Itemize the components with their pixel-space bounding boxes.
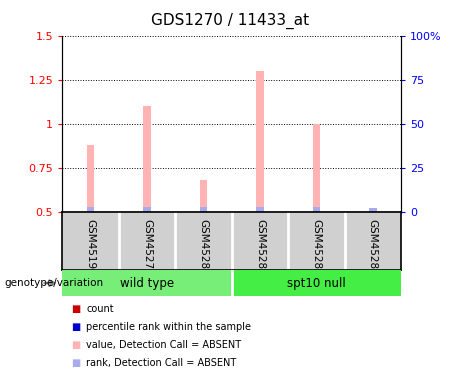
Bar [256,207,264,212]
Text: GSM45284: GSM45284 [368,219,378,276]
Bar [313,207,320,212]
Bar [200,180,207,212]
Bar [143,106,151,212]
Text: ■: ■ [71,304,81,314]
Text: ■: ■ [71,322,81,332]
Bar [87,207,94,212]
Text: GSM45282: GSM45282 [255,219,265,276]
Bar [369,209,377,212]
Bar [87,145,94,212]
Bar [143,207,151,212]
Text: GSM45194: GSM45194 [85,219,95,276]
Bar [231,270,401,296]
Text: count: count [86,304,114,314]
Text: ■: ■ [71,358,81,368]
Text: GSM45283: GSM45283 [311,219,321,276]
Text: GSM45281: GSM45281 [198,219,208,276]
Bar [256,71,264,212]
Text: GDS1270 / 11433_at: GDS1270 / 11433_at [151,13,310,29]
Bar [313,124,320,212]
Text: rank, Detection Call = ABSENT: rank, Detection Call = ABSENT [86,358,236,368]
Text: GSM45279: GSM45279 [142,219,152,276]
Text: ■: ■ [71,340,81,350]
Text: percentile rank within the sample: percentile rank within the sample [86,322,251,332]
Text: genotype/variation: genotype/variation [5,278,104,288]
Text: wild type: wild type [120,277,174,290]
Bar [62,270,231,296]
Text: value, Detection Call = ABSENT: value, Detection Call = ABSENT [86,340,241,350]
Text: spt10 null: spt10 null [287,277,346,290]
Bar [200,207,207,212]
